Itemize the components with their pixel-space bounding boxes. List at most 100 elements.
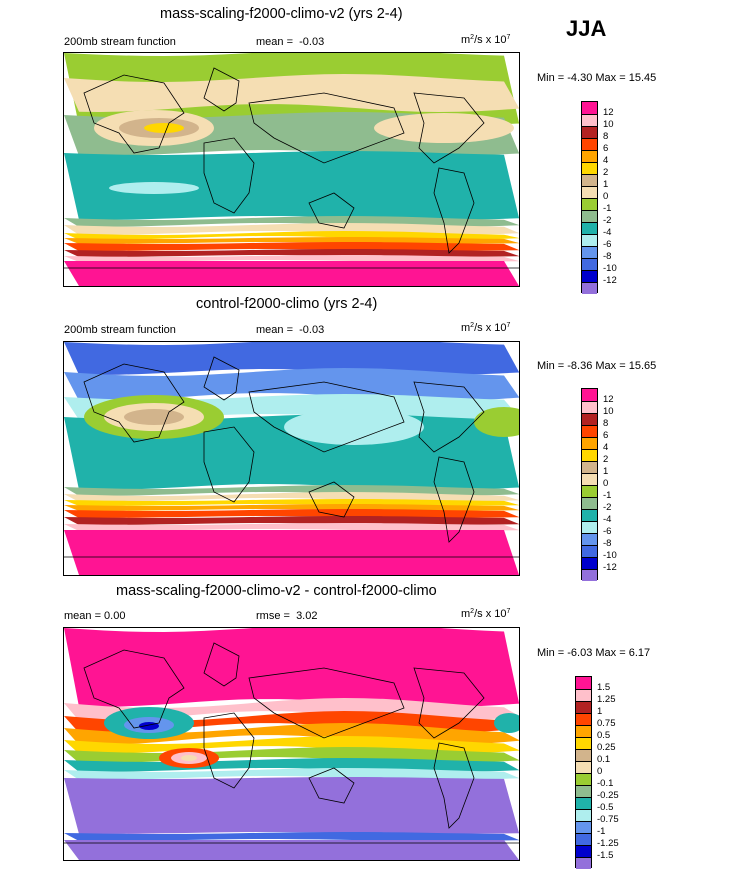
panel-title: control-f2000-climo (yrs 2-4) xyxy=(196,296,378,312)
colorbar-swatch xyxy=(582,114,597,126)
map-panel-1 xyxy=(63,52,520,287)
coastline xyxy=(203,426,255,503)
coastline xyxy=(433,456,475,543)
colorbar-tick-label: 0 xyxy=(603,478,609,489)
contour-band xyxy=(64,628,519,707)
colorbar-tick-label: -0.5 xyxy=(597,802,614,813)
coastline xyxy=(248,381,405,453)
contour-band xyxy=(64,832,519,841)
colorbar-swatch xyxy=(582,473,597,485)
panel-mean: mean = 0.00 xyxy=(64,610,126,622)
colorbar-tick-label: -1 xyxy=(597,826,606,837)
colorbar-tick-label: 2 xyxy=(603,454,609,465)
contour-band xyxy=(64,530,519,575)
colorbar-swatch xyxy=(582,186,597,198)
colorbar-swatches xyxy=(581,388,598,581)
colorbar-swatch xyxy=(582,246,597,258)
colorbar-tick-label: 10 xyxy=(603,406,614,417)
colorbar-tick-label: 1 xyxy=(603,466,609,477)
panel-minmax: Min = -8.36 Max = 15.65 xyxy=(537,360,657,372)
colorbar-tick-label: 0.1 xyxy=(597,754,611,765)
colorbar-swatch xyxy=(582,389,597,401)
colorbar-tick-label: 6 xyxy=(603,430,609,441)
colorbar-swatch xyxy=(582,270,597,282)
contour-band xyxy=(64,261,519,286)
colorbar-swatches xyxy=(581,101,598,294)
colorbar-swatch xyxy=(582,234,597,246)
map-panel-2 xyxy=(63,341,520,576)
contour-band xyxy=(64,74,519,112)
contour-band xyxy=(64,242,519,251)
contour-band xyxy=(64,255,519,262)
contour-band xyxy=(64,523,519,531)
contour-band xyxy=(64,758,519,772)
colorbar-swatch xyxy=(576,833,591,845)
colorbar-swatch xyxy=(582,401,597,413)
colorbar-tick-label: -0.75 xyxy=(597,814,619,825)
coastline xyxy=(203,67,240,112)
panel-units: m2/s x 107 xyxy=(461,34,511,46)
colorbar-swatch xyxy=(576,785,591,797)
colorbar-swatch xyxy=(576,797,591,809)
colorbar-swatch xyxy=(582,437,597,449)
contour-cell xyxy=(109,182,199,194)
colorbar-swatch xyxy=(576,761,591,773)
colorbar-swatch xyxy=(582,509,597,521)
contour-band xyxy=(64,840,519,860)
colorbar-swatch xyxy=(576,725,591,737)
colorbar-swatch xyxy=(576,737,591,749)
coastline xyxy=(203,712,255,789)
colorbar-swatch xyxy=(576,689,591,701)
contour-band xyxy=(64,777,519,834)
panel-rmse: rmse = 3.02 xyxy=(256,610,318,622)
contour-band xyxy=(64,249,519,257)
colorbar-tick-label: 1.25 xyxy=(597,694,616,705)
colorbar-swatch xyxy=(582,461,597,473)
contour-cell xyxy=(124,409,184,425)
colorbar-tick-label: -10 xyxy=(603,550,617,561)
panel-minmax: Min = -6.03 Max = 6.17 xyxy=(537,647,651,659)
coastline xyxy=(203,356,240,401)
contour-band xyxy=(64,342,519,375)
contour-band xyxy=(64,504,519,511)
panel-variable-label: 200mb stream function xyxy=(64,36,176,48)
contour-cell xyxy=(374,113,514,143)
colorbar-tick-label: 2 xyxy=(603,167,609,178)
contour-band xyxy=(64,237,519,244)
colorbar-tick-label: 0.25 xyxy=(597,742,616,753)
colorbar-swatch xyxy=(582,425,597,437)
colorbar-swatch xyxy=(582,150,597,162)
contour-cell xyxy=(144,123,184,133)
colorbar-swatch xyxy=(576,809,591,821)
contour-band xyxy=(64,509,519,518)
coastline xyxy=(413,667,485,739)
colorbar-swatch xyxy=(582,138,597,150)
colorbar-tick-label: 12 xyxy=(603,107,614,118)
colorbar-tick-label: -8 xyxy=(603,538,612,549)
coastline xyxy=(413,381,485,453)
coastline xyxy=(413,92,485,164)
colorbar-swatch xyxy=(582,162,597,174)
colorbar-tick-label: 0 xyxy=(603,191,609,202)
contour-band xyxy=(64,768,519,780)
contour-cell xyxy=(494,713,519,733)
colorbar-tick-label: 4 xyxy=(603,442,609,453)
panel-mean: mean = -0.03 xyxy=(256,324,325,336)
colorbar-swatch xyxy=(582,198,597,210)
colorbar-tick-label: 4 xyxy=(603,155,609,166)
panel-minmax: Min = -4.30 Max = 15.45 xyxy=(537,72,657,84)
colorbar-swatch xyxy=(582,521,597,533)
colorbar-tick-label: -10 xyxy=(603,263,617,274)
contour-cell xyxy=(284,409,424,445)
colorbar-tick-label: -2 xyxy=(603,215,612,226)
colorbar-tick-label: 12 xyxy=(603,394,614,405)
colorbar-swatch xyxy=(582,102,597,114)
panel-units: m2/s x 107 xyxy=(461,322,511,334)
coastline xyxy=(308,767,355,804)
colorbar-tick-label: -6 xyxy=(603,239,612,250)
colorbar-tick-label: -1.5 xyxy=(597,850,614,861)
panel-mean: mean = -0.03 xyxy=(256,36,325,48)
colorbar-tick-label: -6 xyxy=(603,526,612,537)
coastline xyxy=(248,667,405,739)
colorbar-swatch xyxy=(576,749,591,761)
